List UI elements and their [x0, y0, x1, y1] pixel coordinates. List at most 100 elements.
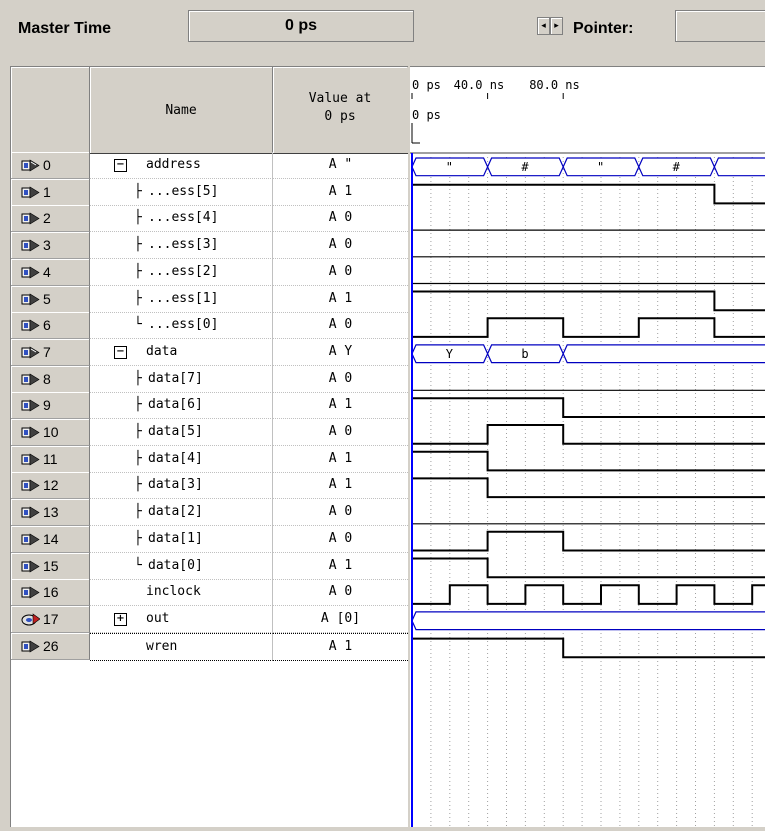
header-name-cell[interactable]: Name [90, 67, 273, 153]
signal-row[interactable]: 17 + out A [0] [11, 605, 408, 633]
collapse-icon[interactable]: − [114, 159, 127, 172]
signal-id-cell[interactable]: 17 [11, 605, 90, 633]
signal-id-cell[interactable]: 16 [11, 579, 90, 607]
signal-name-cell[interactable]: ├ data[2] [90, 499, 273, 527]
signal-id-cell[interactable]: 6 [11, 312, 90, 340]
signal-row[interactable]: 5 ├ ...ess[1] A 1 [11, 285, 408, 313]
signal-id-cell[interactable]: 7 [11, 338, 90, 366]
signal-row[interactable]: 16 inclock A 0 [11, 579, 408, 607]
signal-row[interactable]: 13 ├ data[2] A 0 [11, 499, 408, 527]
header-value-cell[interactable]: Value at 0 ps [273, 67, 407, 153]
signal-value: A 0 [273, 366, 408, 393]
master-time-toolbar: Master Time 0 ps ◂ ▸ Pointer: [0, 0, 765, 58]
signal-row[interactable]: 1 ├ ...ess[5] A 1 [11, 178, 408, 206]
signal-name-cell[interactable]: ├ ...ess[1] [90, 285, 273, 313]
signal-name: ...ess[4] [148, 210, 219, 226]
signal-name-cell[interactable]: ├ ...ess[2] [90, 258, 273, 286]
signal-row[interactable]: 11 ├ data[4] A 1 [11, 445, 408, 473]
signal-name-cell[interactable]: ├ data[5] [90, 419, 273, 446]
signal-id-cell[interactable]: 10 [11, 419, 90, 446]
signal-row[interactable]: 3 ├ ...ess[3] A 0 [11, 232, 408, 260]
signal-id-cell[interactable]: 9 [11, 392, 90, 420]
signal-name: ...ess[0] [148, 317, 219, 333]
signal-waveform [412, 477, 765, 499]
signal-id: 10 [43, 424, 59, 440]
signal-waveform [412, 183, 765, 205]
signal-row[interactable]: 14 ├ data[1] A 0 [11, 525, 408, 553]
signal-name: ...ess[1] [148, 290, 219, 306]
signal-row[interactable]: 8 ├ data[7] A 0 [11, 365, 408, 393]
signal-row[interactable]: 26 wren A 1 [11, 632, 408, 661]
master-time-field[interactable]: 0 ps [188, 10, 414, 42]
signal-name-cell[interactable]: − address [90, 152, 273, 179]
signal-id-cell[interactable]: 5 [11, 285, 90, 313]
signal-row[interactable]: 10 ├ data[5] A 0 [11, 419, 408, 446]
signal-id: 11 [43, 450, 58, 467]
collapse-icon[interactable]: − [114, 345, 127, 359]
signal-name-cell[interactable]: └ data[0] [90, 552, 273, 580]
signal-name-cell[interactable]: − data [90, 338, 273, 366]
signal-row[interactable]: 6 └ ...ess[0] A 0 [11, 312, 408, 340]
signal-row[interactable]: 7 − data A Y [11, 338, 408, 366]
signal-name-cell[interactable]: ├ ...ess[4] [90, 205, 273, 233]
signal-row[interactable]: 15 └ data[0] A 1 [11, 552, 408, 580]
signal-id: 0 [43, 157, 51, 173]
input-pin-icon [21, 186, 40, 199]
signal-value: A 1 [273, 179, 408, 206]
pointer-field[interactable] [675, 10, 765, 42]
signal-value: A 1 [273, 472, 408, 500]
signal-id-cell[interactable]: 8 [11, 365, 90, 393]
signal-name-cell[interactable]: ├ data[4] [90, 445, 273, 473]
signal-name-cell[interactable]: ├ ...ess[5] [90, 178, 273, 206]
tree-connector-icon: ├ [134, 397, 142, 413]
signal-id-cell[interactable]: 13 [11, 499, 90, 527]
input-pin-icon [21, 479, 40, 492]
signal-name-cell[interactable]: + out [90, 605, 273, 633]
signal-name-cell[interactable]: inclock [90, 579, 273, 607]
signal-row[interactable]: 2 ├ ...ess[4] A 0 [11, 205, 408, 233]
signal-row[interactable]: 0 − address A " [11, 152, 408, 179]
signal-waveform [412, 530, 765, 552]
signal-name-cell[interactable]: ├ data[7] [90, 365, 273, 393]
scroll-right-arrow-icon[interactable]: ▸ [550, 17, 563, 35]
signal-row[interactable]: 4 ├ ...ess[2] A 0 [11, 258, 408, 286]
signal-id: 9 [43, 397, 51, 414]
signal-id-cell[interactable]: 26 [11, 632, 90, 660]
tree-connector-icon: └ [134, 317, 142, 333]
signal-name-cell[interactable]: ├ data[3] [90, 472, 273, 500]
signal-id-cell[interactable]: 0 [11, 152, 90, 179]
scroll-left-arrow-icon[interactable]: ◂ [537, 17, 550, 35]
expand-icon[interactable]: + [114, 612, 127, 626]
signal-name: data[0] [148, 557, 203, 573]
signal-id-cell[interactable]: 3 [11, 232, 90, 260]
signal-id-cell[interactable]: 12 [11, 472, 90, 500]
signal-id-cell[interactable]: 4 [11, 258, 90, 286]
signal-value: A 1 [273, 392, 408, 420]
tree-connector-icon: ├ [134, 237, 142, 253]
signal-name: data[3] [148, 477, 203, 493]
signal-id-cell[interactable]: 11 [11, 445, 90, 473]
signal-id-cell[interactable]: 15 [11, 552, 90, 580]
waveform-canvas[interactable]: 0 ps 40.0 ns 80.0 ns 0 ps " # " # Y b [410, 67, 765, 827]
signal-name-cell[interactable]: ├ data[6] [90, 392, 273, 420]
signal-name-cell[interactable]: wren [90, 632, 273, 661]
timeline-header [410, 67, 765, 153]
signal-id-cell[interactable]: 2 [11, 205, 90, 233]
signal-value: A 1 [273, 446, 408, 473]
signal-name-cell[interactable]: ├ data[1] [90, 525, 273, 553]
signal-value: A 0 [273, 579, 408, 607]
signal-name-cell[interactable]: ├ ...ess[3] [90, 232, 273, 260]
signal-row[interactable]: 9 ├ data[6] A 1 [11, 392, 408, 420]
master-time-label: Master Time [18, 20, 112, 37]
signal-id-cell[interactable]: 1 [11, 178, 90, 206]
tree-connector-icon: ├ [134, 183, 142, 199]
signal-name: wren [146, 638, 178, 654]
signal-row[interactable]: 12 ├ data[3] A 1 [11, 472, 408, 500]
signal-id-cell[interactable]: 14 [11, 525, 90, 553]
signal-value: A 1 [273, 553, 408, 580]
signal-waveform [412, 397, 765, 418]
signal-name-cell[interactable]: └ ...ess[0] [90, 312, 273, 340]
header-value-label-line1: Value at [308, 91, 372, 106]
signal-name: inclock [146, 584, 201, 600]
